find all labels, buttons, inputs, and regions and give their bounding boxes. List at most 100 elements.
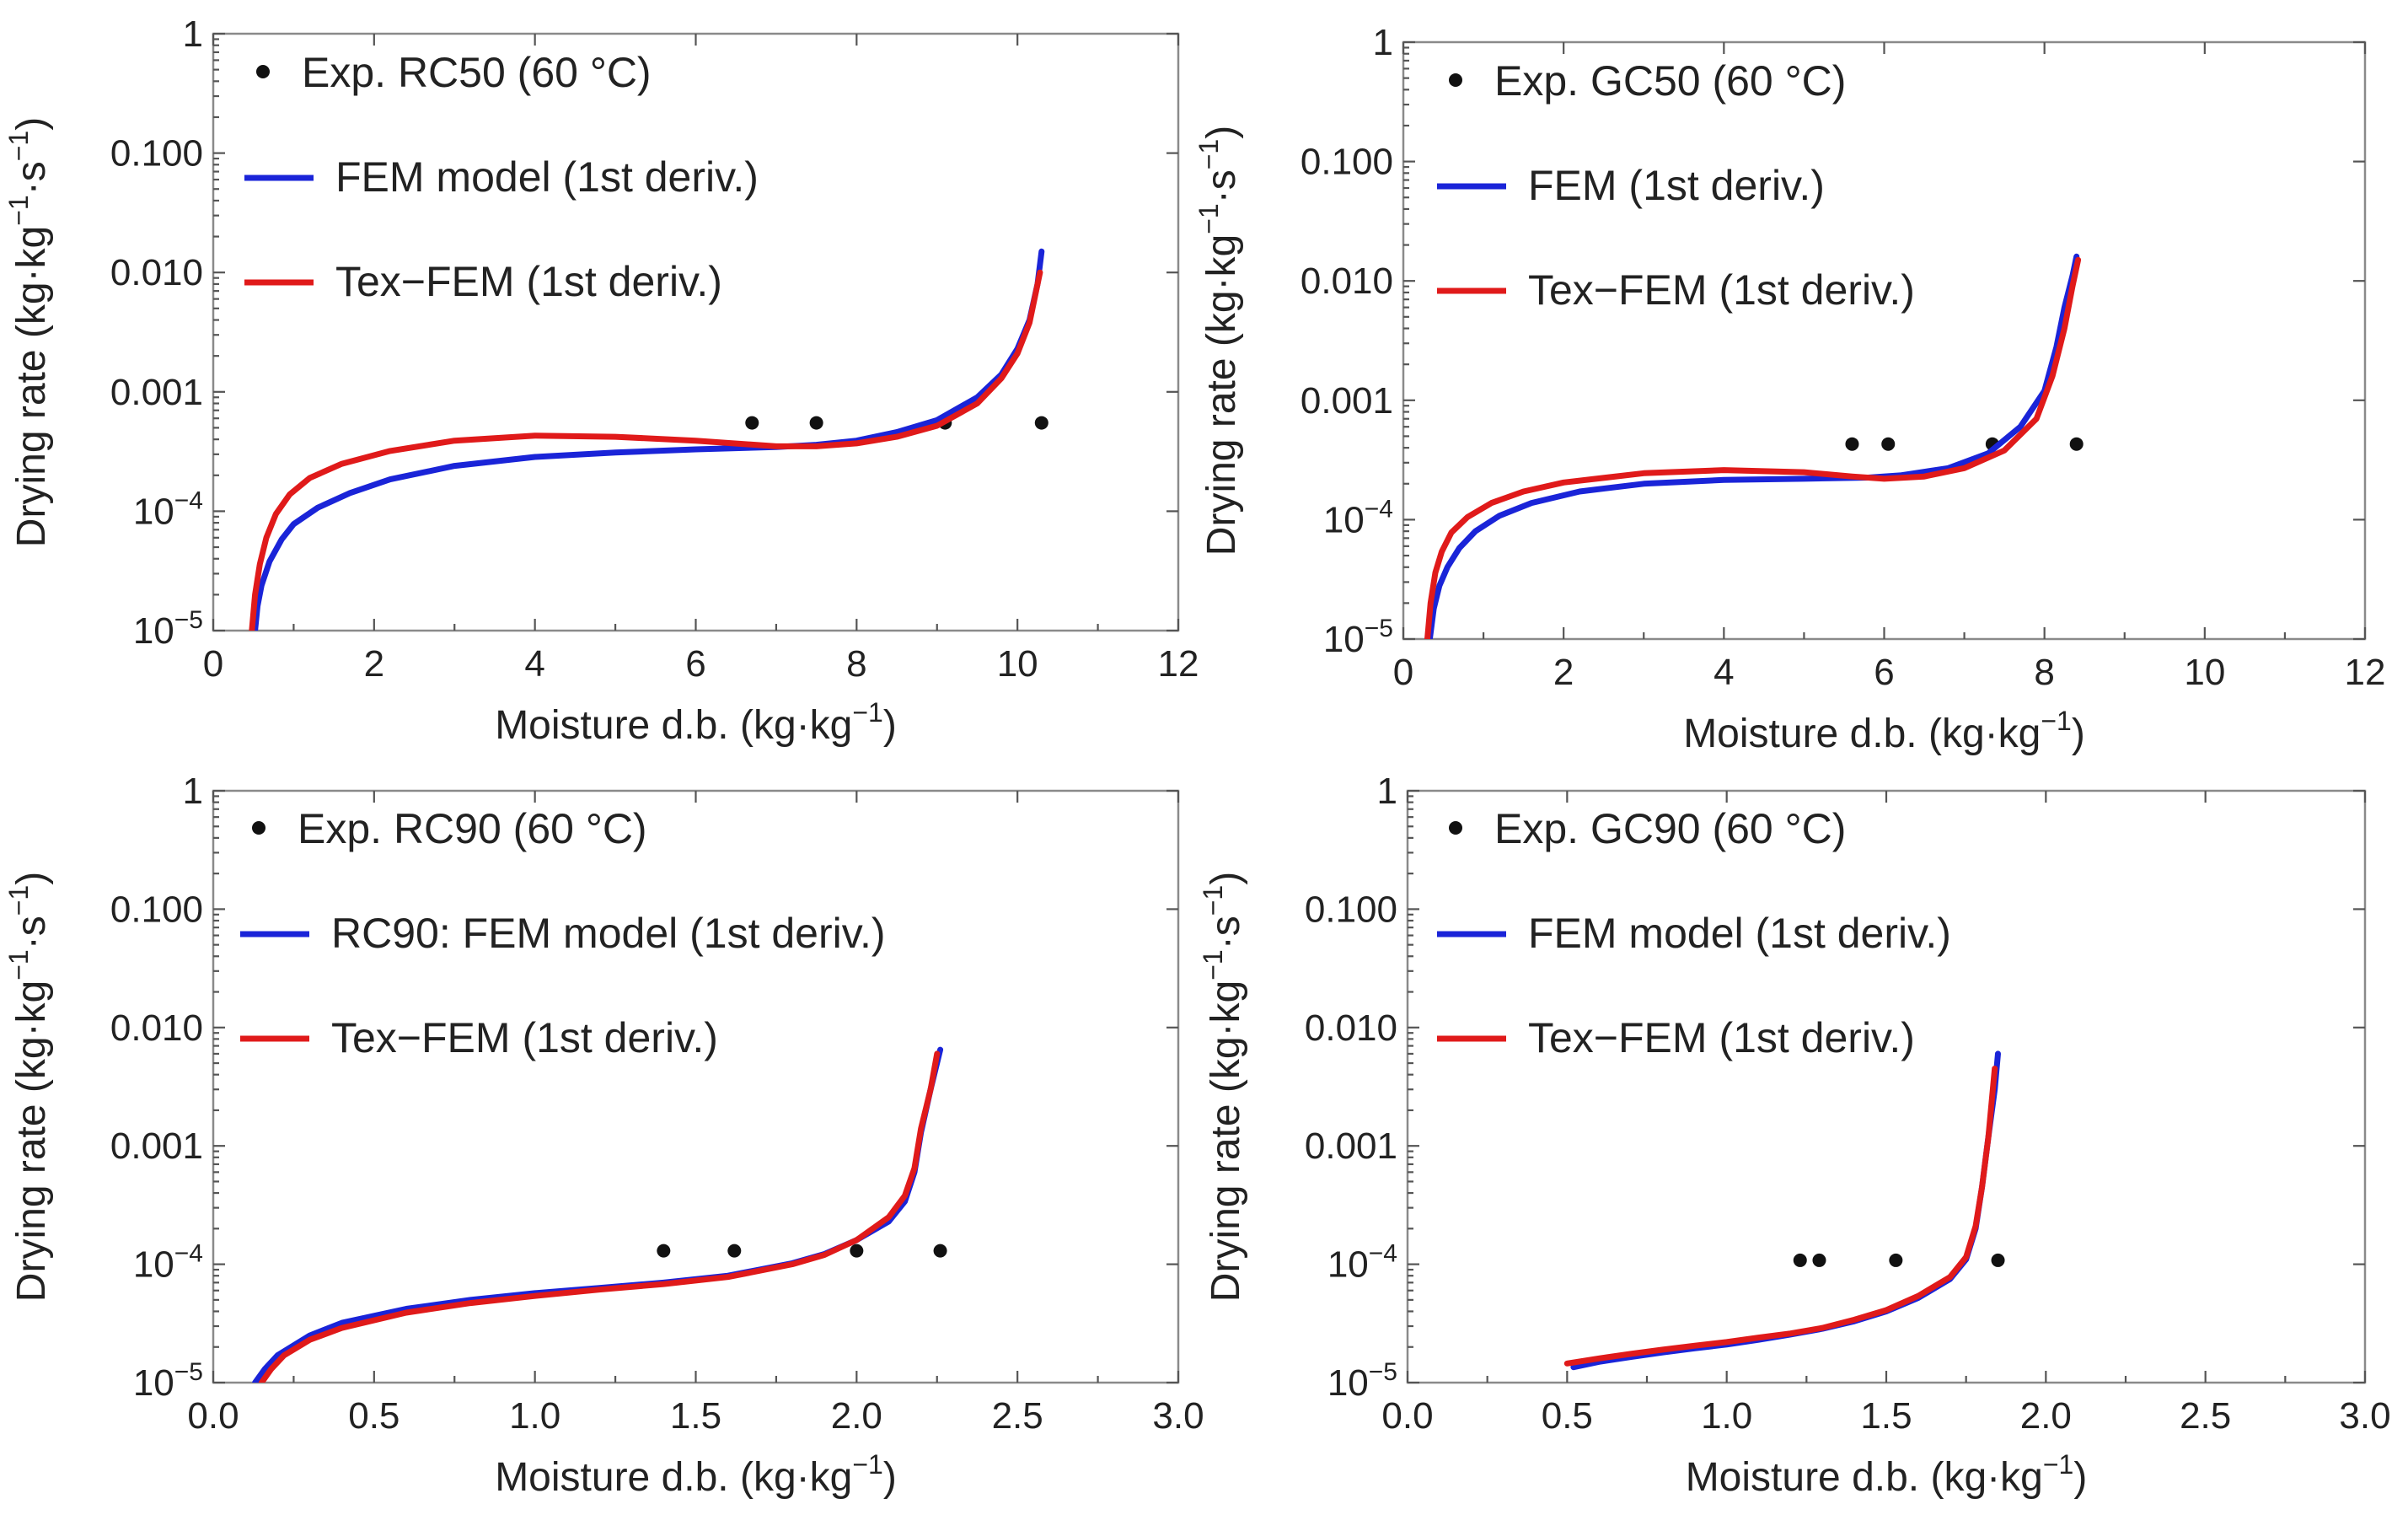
- legend-label-fem: FEM (1st deriv.): [1528, 162, 1825, 209]
- y-tick-label: 0.010: [1301, 261, 1393, 302]
- legend: Exp. GC90 (60 °C) FEM model (1st deriv.) T…: [1437, 805, 1951, 1061]
- chart-panel-rc50: 0 2 4 6 8 10 12 1 0.100 0.010 0.001 10−4 10−5 Moistur…: [3, 13, 1199, 748]
- y-axis-label: Drying rate (kg·kg−1·s−1): [1193, 126, 1244, 556]
- x-tick-label: 4: [524, 643, 544, 685]
- x-tick-label: 2.5: [992, 1395, 1043, 1437]
- plot-frame: [212, 32, 1180, 632]
- y-tick-label: 1: [1377, 771, 1397, 812]
- exp-point: [1889, 1253, 1903, 1267]
- x-tick-label: 0.0: [187, 1395, 239, 1437]
- y-axis-label: Drying rate (kg·kg−1·s−1): [3, 117, 54, 547]
- plot-frame: [1406, 789, 2367, 1384]
- x-tick-label: 1.0: [1701, 1395, 1752, 1437]
- exp-point: [1845, 437, 1859, 451]
- exp-point: [727, 1244, 742, 1258]
- x-tick-label: 1.5: [1860, 1395, 1912, 1437]
- x-axis-label: Moisture d.b. (kg·kg−1): [495, 697, 897, 748]
- x-tick-label: 2: [364, 643, 384, 685]
- tex-fem-series-line: [1563, 1066, 1998, 1367]
- y-tick-label: 0.100: [1305, 889, 1397, 930]
- legend-marker-exp: [252, 821, 265, 835]
- exp-point: [745, 416, 759, 430]
- y-axis-label: Drying rate (kg·kg−1·s−1): [1198, 872, 1248, 1302]
- y-tick-label: 10−5: [133, 606, 203, 652]
- exp-point: [1034, 416, 1048, 430]
- y-tick-label: 10−4: [1323, 495, 1393, 540]
- exp-point: [2069, 437, 2084, 451]
- legend-label-exp: Exp. GC50 (60 °C): [1494, 57, 1846, 105]
- tex-fem-series-line: [258, 1050, 941, 1383]
- legend-label-fem: FEM model (1st deriv.): [335, 153, 759, 201]
- tex-fem-series-line: [249, 269, 1043, 631]
- legend-marker-exp: [1449, 73, 1462, 87]
- legend-label-exp: Exp. GC90 (60 °C): [1494, 805, 1846, 852]
- y-tick-label: 0.100: [1301, 142, 1393, 183]
- x-tick-label: 12: [1158, 643, 1199, 685]
- x-tick-label: 2: [1553, 652, 1574, 693]
- legend-label-tex: Tex−FEM (1st deriv.): [1528, 1014, 1915, 1061]
- y-tick-label: 0.001: [1305, 1125, 1397, 1167]
- legend-marker-exp: [1449, 821, 1462, 835]
- x-tick-label: 6: [1874, 652, 1894, 693]
- fem-series-line: [252, 1046, 944, 1383]
- x-tick-label: 1.0: [509, 1395, 560, 1437]
- y-tick-label: 0.001: [110, 1125, 203, 1167]
- y-tick-label: 10−5: [133, 1358, 203, 1404]
- y-tick-label: 0.010: [1305, 1007, 1397, 1049]
- y-tick-label: 0.100: [110, 889, 203, 930]
- x-tick-label: 1.5: [670, 1395, 721, 1437]
- chart-panel-gc50: 0 2 4 6 8 10 12 1 0.100 0.010 0.001 10−4 10−5 Moistur…: [1193, 22, 2385, 756]
- x-tick-label: 6: [685, 643, 705, 685]
- legend-label-tex: Tex−FEM (1st deriv.): [1528, 266, 1915, 314]
- x-tick-label: 2.5: [2180, 1395, 2231, 1437]
- legend-marker-exp: [256, 65, 270, 78]
- y-tick-label: 10−4: [133, 486, 203, 532]
- tex-fem-series-line: [1424, 256, 2082, 639]
- x-tick-label: 0.0: [1381, 1395, 1433, 1437]
- x-tick-label: 2.0: [2020, 1395, 2072, 1437]
- exp-point: [1991, 1253, 2005, 1267]
- exp-point: [933, 1244, 947, 1258]
- y-tick-label: 10−5: [1323, 615, 1393, 660]
- x-axis-label: Moisture d.b. (kg·kg−1): [495, 1449, 897, 1500]
- legend-label-tex: Tex−FEM (1st deriv.): [331, 1014, 718, 1061]
- y-tick-label: 0.100: [110, 133, 203, 175]
- exp-point: [1793, 1253, 1807, 1267]
- x-tick-label: 8: [2034, 652, 2054, 693]
- x-tick-label: 0: [1393, 652, 1413, 693]
- y-tick-label: 10−4: [133, 1240, 203, 1286]
- legend-label-fem: FEM model (1st deriv.): [1528, 910, 1951, 957]
- x-tick-label: 8: [846, 643, 866, 685]
- plot-frame: [212, 789, 1180, 1384]
- x-tick-label: 3.0: [1152, 1395, 1204, 1437]
- x-tick-label: 10: [997, 643, 1038, 685]
- fem-series-line: [1570, 1050, 2001, 1371]
- plot-frame: [1402, 40, 2367, 641]
- exp-point: [850, 1244, 864, 1258]
- y-tick-label: 0.010: [110, 1007, 203, 1049]
- legend-label-exp: Exp. RC90 (60 °C): [298, 805, 647, 852]
- exp-point: [657, 1244, 671, 1258]
- y-tick-label: 1: [183, 13, 203, 55]
- y-tick-label: 1: [183, 771, 203, 812]
- x-tick-label: 2.0: [831, 1395, 882, 1437]
- legend: Exp. RC50 (60 °C) FEM model (1st deriv.) T…: [244, 49, 759, 305]
- x-tick-label: 10: [2184, 652, 2225, 693]
- chart-panel-gc90: 0.0 0.5 1.0 1.5 2.0 2.5 3.0 1 0.100 0.010 0.001 10−…: [1198, 771, 2391, 1500]
- y-tick-label: 10−5: [1327, 1358, 1397, 1404]
- x-tick-label: 0.5: [1542, 1395, 1593, 1437]
- exp-point: [809, 416, 823, 430]
- legend-label-tex: Tex−FEM (1st deriv.): [335, 258, 722, 305]
- exp-point: [1812, 1253, 1826, 1267]
- x-tick-label: 0.5: [348, 1395, 400, 1437]
- y-tick-label: 0.001: [110, 372, 203, 413]
- legend: Exp. GC50 (60 °C) FEM (1st deriv.) Tex−FEM…: [1437, 57, 1915, 314]
- x-tick-label: 0: [203, 643, 223, 685]
- x-axis-label: Moisture d.b. (kg·kg−1): [1686, 1449, 2088, 1500]
- exp-point: [1881, 437, 1896, 451]
- y-tick-label: 10−4: [1327, 1240, 1397, 1286]
- legend-label-fem: RC90: FEM model (1st deriv.): [331, 910, 886, 957]
- x-axis-label: Moisture d.b. (kg·kg−1): [1683, 706, 2085, 756]
- y-tick-label: 1: [1373, 22, 1393, 63]
